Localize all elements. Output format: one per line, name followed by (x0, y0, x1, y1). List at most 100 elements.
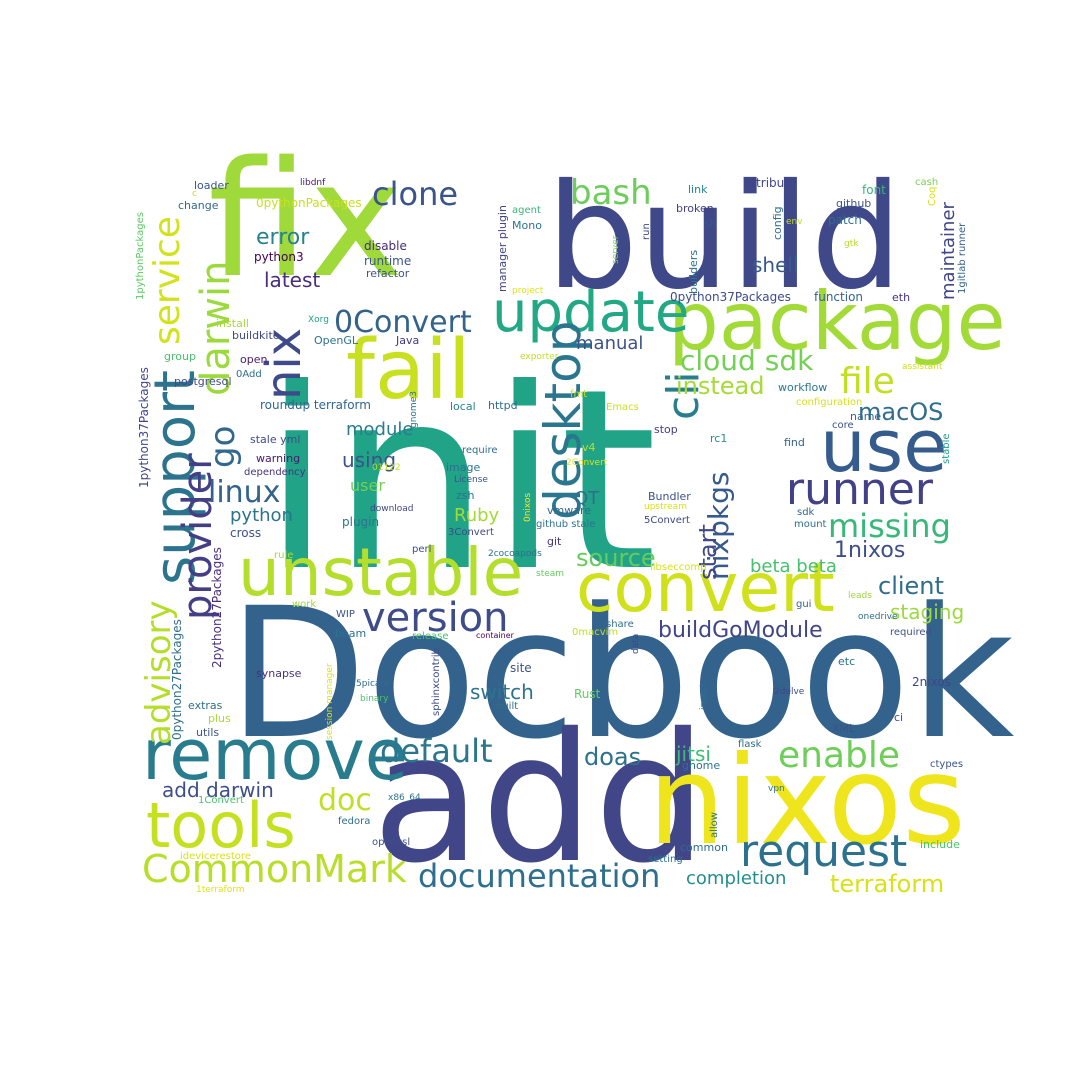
word: libdnf (300, 178, 326, 188)
word: 1Convert (198, 795, 244, 806)
word: git (547, 535, 562, 548)
word: remove (142, 714, 408, 796)
word: local (450, 400, 476, 413)
word: rule (274, 550, 294, 561)
word: 5picard (356, 679, 390, 689)
word: allow (709, 812, 720, 838)
word: 0nixos (523, 492, 533, 522)
word: github stale (536, 519, 596, 530)
word: 0macvim (572, 627, 619, 638)
word: builders (687, 249, 700, 294)
word: manager plugin (496, 205, 509, 292)
word: Docbook (228, 570, 1015, 779)
word: env (786, 217, 803, 227)
word: site (510, 661, 532, 675)
word: httpd (488, 399, 518, 412)
word: refactor (366, 267, 410, 280)
word: ctypes (930, 759, 964, 770)
word: using (342, 448, 397, 472)
word: image (446, 461, 481, 474)
word: python3 (254, 250, 304, 264)
word: fmt (570, 389, 588, 400)
word: 1terraform (196, 885, 245, 895)
word: 0pythonPackages (256, 196, 362, 210)
word: beam (335, 627, 367, 640)
word: onedrive (858, 612, 898, 622)
word: vmware (547, 504, 592, 517)
word: fedora (338, 816, 371, 827)
word: setting (648, 854, 683, 865)
word: zsh (456, 489, 475, 502)
word: completion (686, 868, 787, 889)
word: disable (364, 239, 407, 253)
word: release (412, 631, 449, 642)
word: flask (738, 739, 762, 750)
word: gnome3 (409, 391, 419, 428)
word: vpn (768, 784, 785, 794)
word: WIP (336, 609, 355, 620)
word: License (454, 475, 488, 485)
word: 1nixos (834, 538, 906, 563)
word: steam (536, 569, 565, 579)
word: 2delve (774, 687, 805, 697)
word: loader (194, 179, 229, 192)
word: module (346, 419, 414, 440)
word: maintainer (938, 202, 959, 300)
word: group (164, 350, 196, 363)
word: python (230, 505, 293, 526)
word: enable (778, 735, 901, 776)
word: sdk (797, 507, 815, 518)
word: convert (576, 549, 835, 628)
word: beta beta (750, 556, 837, 577)
word: assistant (902, 362, 943, 372)
word: binary (360, 694, 389, 704)
word: cloud sdk (680, 344, 814, 377)
word: leads (848, 591, 872, 601)
word: jitsi (676, 742, 711, 766)
word: function (814, 290, 864, 304)
word: terraform (830, 870, 945, 898)
word: required (890, 627, 932, 638)
word: OpenGL (314, 334, 359, 347)
word: upstream (644, 502, 687, 512)
word: link (688, 183, 708, 196)
word: 5Convert (644, 515, 690, 526)
word: runtime (364, 254, 412, 268)
word: download (370, 504, 414, 514)
word: configuration (796, 397, 863, 408)
word: share (606, 619, 634, 630)
word: service (147, 216, 188, 345)
word: 1gitlab runner (957, 222, 968, 294)
word: Bundler (648, 490, 691, 503)
word: Mono (512, 219, 542, 232)
word: gui (796, 599, 812, 610)
word: use (820, 404, 948, 488)
word: attribute (744, 176, 797, 190)
word: extras (188, 699, 223, 712)
word: version (362, 595, 509, 641)
word: client (878, 572, 944, 600)
word: linux (208, 475, 281, 510)
word: init (262, 335, 658, 626)
word: 0Convert (334, 305, 472, 340)
word: gnome (682, 759, 721, 772)
word: etc (838, 655, 856, 668)
word: fail (346, 323, 471, 418)
word: config (771, 206, 784, 240)
word: cross (230, 526, 262, 540)
word: go (203, 425, 243, 468)
word: source (576, 544, 656, 572)
word: 1pythonPackages (135, 211, 146, 300)
word: eth (892, 291, 911, 304)
word: stable (941, 433, 952, 464)
word: cash (915, 177, 939, 188)
word: workflow (778, 381, 828, 394)
word: doc (318, 783, 372, 818)
word: Xorg (308, 315, 329, 325)
word: QT (574, 488, 600, 509)
word: latest (264, 268, 321, 292)
word: rc1 (710, 432, 728, 445)
word: utils (196, 726, 220, 739)
word: open (240, 353, 268, 366)
